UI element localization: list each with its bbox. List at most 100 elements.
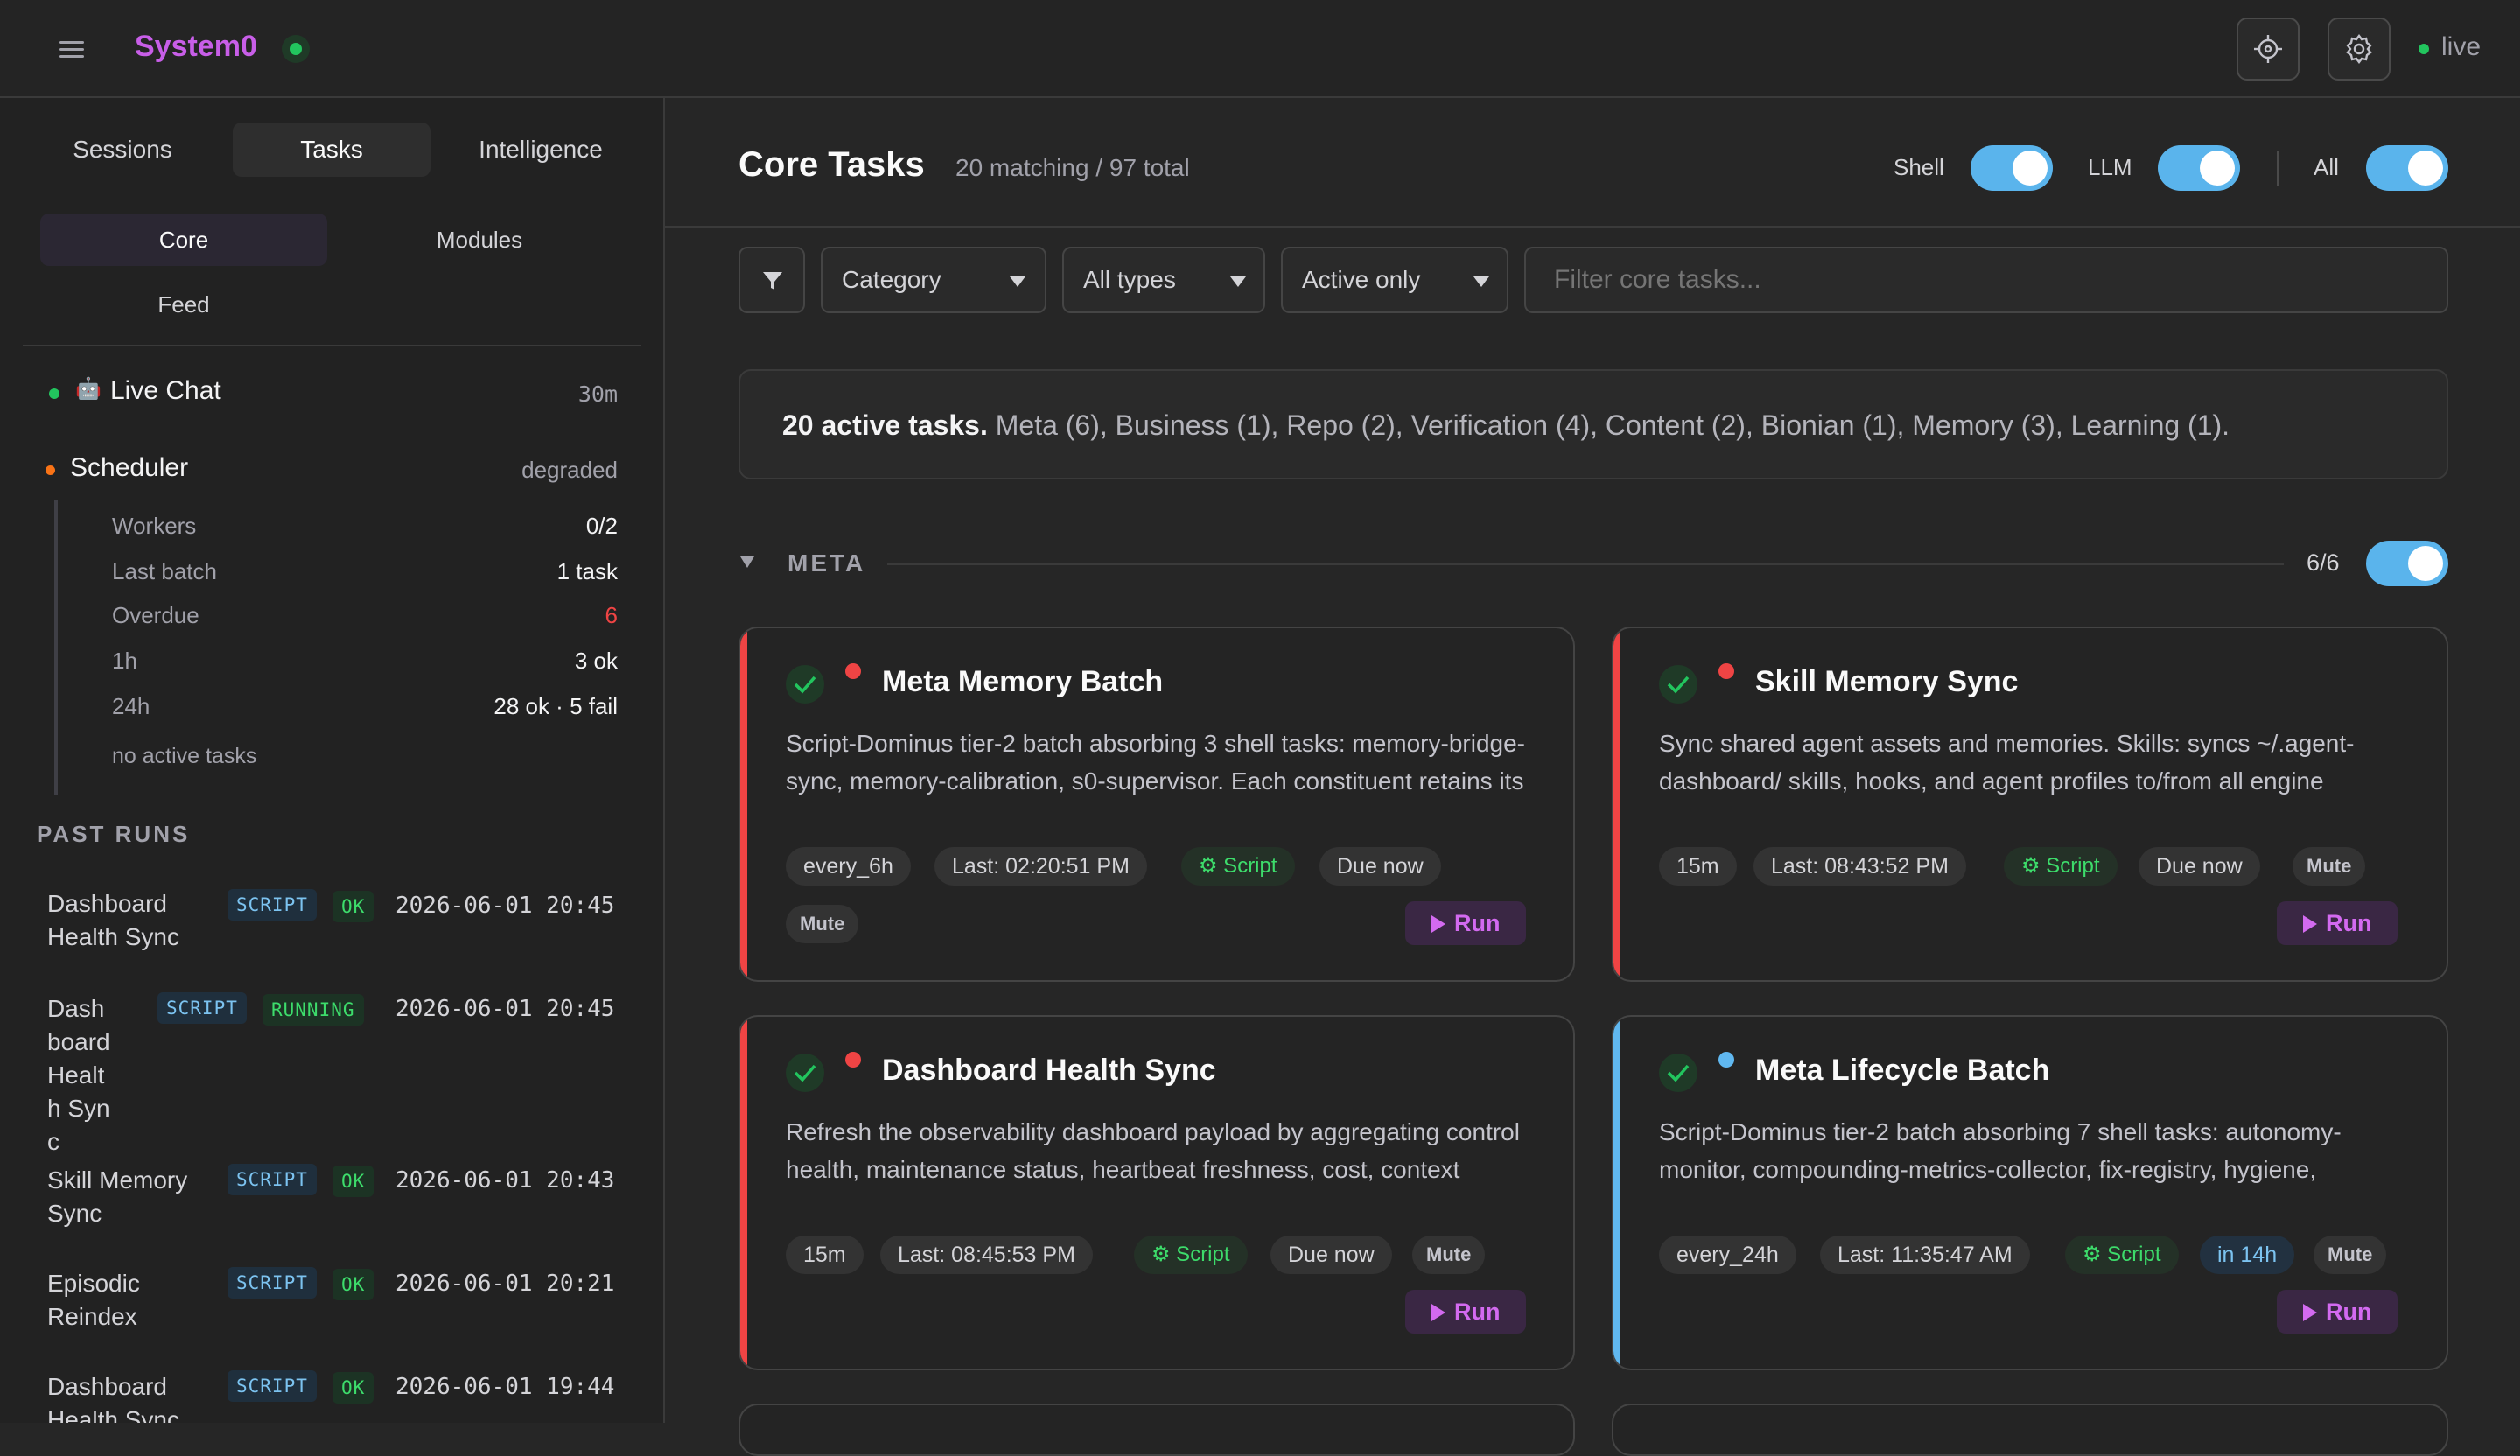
live-chat-label[interactable]: Live Chat: [110, 376, 221, 405]
task-card[interactable]: Meta Memory Batch Script-Dominus tier-2 …: [738, 626, 1575, 982]
live-label: live: [2441, 32, 2482, 61]
task-card[interactable]: [738, 1404, 1575, 1456]
type-chip: ⚙ Script: [1134, 1236, 1248, 1274]
enabled-check-icon[interactable]: [786, 1054, 824, 1092]
play-icon: [2303, 1304, 2317, 1321]
subtab-modules[interactable]: Modules: [436, 227, 523, 253]
category-select[interactable]: Category: [821, 247, 1046, 313]
enabled-check-icon[interactable]: [786, 665, 824, 704]
group-count: 6/6: [2306, 550, 2340, 576]
summary-text: 20 active tasks. Meta (6), Business (1),…: [782, 410, 2230, 442]
mute-button[interactable]: Mute: [2292, 847, 2366, 886]
run-button[interactable]: Run: [2277, 901, 2398, 945]
live-chat-age: 30m: [578, 382, 618, 407]
scheduler-note: no active tasks: [112, 744, 257, 768]
play-icon: [2303, 915, 2317, 933]
group-divider: [887, 564, 2284, 565]
past-run-name[interactable]: Episodic Reindex: [47, 1270, 140, 1330]
mute-button[interactable]: Mute: [1412, 1236, 1486, 1274]
task-card[interactable]: Meta Lifecycle Batch Script-Dominus tier…: [1612, 1015, 2448, 1370]
task-title: Meta Memory Batch: [882, 665, 1164, 698]
filter-tasks-input[interactable]: [1524, 247, 2448, 313]
due-chip: Due now: [2138, 847, 2260, 886]
subtab-core[interactable]: Core: [40, 214, 327, 266]
group-collapse-caret-icon[interactable]: [740, 556, 754, 568]
due-chip: Due now: [1270, 1236, 1392, 1274]
sidebar-divider: [23, 345, 640, 346]
hour-label: 1h: [112, 648, 137, 674]
past-run-name[interactable]: Dashboard Health Sync: [47, 890, 179, 950]
overdue-value: 6: [605, 602, 618, 628]
workers-value: 0/2: [585, 513, 618, 539]
run-status-badge: RUNNING: [262, 994, 364, 1026]
chevron-down-icon: [1230, 276, 1246, 287]
enabled-check-icon[interactable]: [1659, 1054, 1698, 1092]
type-select-value: All types: [1083, 266, 1176, 293]
llm-toggle-label: LLM: [2088, 154, 2132, 180]
play-icon: [1432, 1304, 1446, 1321]
play-icon: [1432, 915, 1446, 933]
last-run-chip: Last: 02:20:51 PM: [934, 847, 1147, 886]
task-card[interactable]: Dashboard Health Sync Refresh the observ…: [738, 1015, 1575, 1370]
type-chip: ⚙ Script: [2065, 1236, 2179, 1274]
page-subtitle: 20 matching / 97 total: [956, 154, 1190, 181]
past-run-name[interactable]: Dashboard Health Sync: [47, 1373, 179, 1423]
past-run-name[interactable]: Skill Memory Sync: [47, 1166, 188, 1227]
mute-button[interactable]: Mute: [786, 905, 859, 943]
active-select[interactable]: Active only: [1281, 247, 1508, 313]
enabled-check-icon[interactable]: [1659, 665, 1698, 704]
run-status-badge: OK: [332, 1372, 374, 1404]
type-select[interactable]: All types: [1062, 247, 1265, 313]
tab-tasks[interactable]: Tasks: [233, 122, 430, 177]
top-bar: System0 live: [0, 0, 2520, 98]
scheduler-tree-line: [54, 500, 58, 794]
last-batch-label: Last batch: [112, 558, 217, 584]
card-accent-bar: [1614, 628, 1620, 980]
scheduler-status-dot: [46, 466, 55, 475]
task-card[interactable]: [1612, 1404, 2448, 1456]
group-toggle[interactable]: [2366, 541, 2448, 586]
task-title: Dashboard Health Sync: [882, 1054, 1216, 1087]
settings-button[interactable]: [2328, 18, 2390, 80]
past-run-name[interactable]: Dashboard Health Sync: [47, 995, 110, 1155]
all-toggle[interactable]: [2366, 145, 2448, 191]
run-time: 2026-06-01 20:45: [396, 892, 615, 919]
run-status-badge: OK: [332, 1269, 374, 1300]
task-card[interactable]: Skill Memory Sync Sync shared agent asse…: [1612, 626, 2448, 982]
schedule-chip: 15m: [1659, 847, 1737, 886]
crosshair-button[interactable]: [2236, 18, 2300, 80]
shell-toggle[interactable]: [1970, 145, 2053, 191]
run-type-badge: SCRIPT: [158, 992, 247, 1024]
scheduler-label[interactable]: Scheduler: [70, 453, 189, 482]
group-title[interactable]: META: [788, 550, 866, 577]
run-status-badge: OK: [332, 1166, 374, 1197]
mute-button[interactable]: Mute: [2314, 1236, 2387, 1274]
run-button[interactable]: Run: [1405, 901, 1527, 945]
run-type-badge: SCRIPT: [228, 1164, 317, 1195]
subtab-feed[interactable]: Feed: [158, 291, 210, 318]
scheduler-status: degraded: [522, 457, 618, 483]
tab-intelligence[interactable]: Intelligence: [479, 136, 603, 163]
card-accent-bar: [740, 628, 747, 980]
last-run-chip: Last: 11:35:47 AM: [1820, 1236, 2030, 1274]
task-description: Script-Dominus tier-2 batch absorbing 7 …: [1659, 1118, 2342, 1183]
run-button[interactable]: Run: [2277, 1290, 2398, 1334]
task-title: Meta Lifecycle Batch: [1755, 1054, 2050, 1087]
chevron-down-icon: [1474, 276, 1489, 287]
run-button[interactable]: Run: [1405, 1290, 1527, 1334]
sidebar: Sessions Tasks Intelligence Core Modules…: [0, 98, 665, 1423]
task-description: Script-Dominus tier-2 batch absorbing 3 …: [786, 730, 1525, 794]
run-label: Run: [1454, 910, 1501, 936]
task-description: Refresh the observability dashboard payl…: [786, 1118, 1520, 1183]
page-title: Core Tasks: [738, 145, 925, 184]
tab-sessions[interactable]: Sessions: [73, 136, 172, 163]
menu-icon[interactable]: [60, 37, 84, 61]
task-status-dot: [845, 1052, 861, 1068]
funnel-icon: [763, 272, 782, 290]
hour-value: 3 ok: [574, 648, 618, 674]
chevron-down-icon: [1010, 276, 1026, 287]
run-time: 2026-06-01 19:44: [396, 1374, 615, 1400]
llm-toggle[interactable]: [2158, 145, 2240, 191]
filter-toggle-button[interactable]: [738, 247, 805, 313]
run-status-badge: OK: [332, 891, 374, 922]
